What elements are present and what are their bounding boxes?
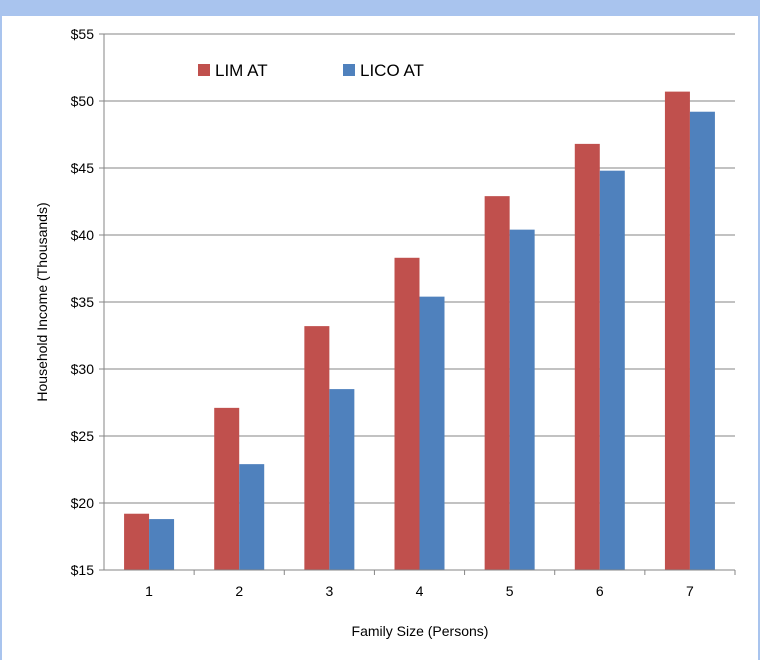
bar-lim-at-7 xyxy=(664,91,690,571)
legend: LIM AT LICO AT xyxy=(198,61,424,80)
y-tick-label: $20 xyxy=(71,495,95,511)
bar-lico-at-1 xyxy=(149,519,175,570)
x-tick-label: 3 xyxy=(325,583,333,599)
y-tick-label: $40 xyxy=(71,227,95,243)
x-tick-label: 1 xyxy=(145,583,153,599)
bar-lim-at-6 xyxy=(574,143,600,570)
y-axis-label: Household Income (Thousands) xyxy=(34,202,50,401)
axes xyxy=(99,33,736,575)
bar-lim-at-4 xyxy=(394,257,420,570)
bar-lico-at-6 xyxy=(599,170,625,570)
y-tick-label: $45 xyxy=(71,160,95,176)
x-tick-label: 6 xyxy=(596,583,604,599)
bar-lico-at-4 xyxy=(419,296,445,570)
legend-label-lim-at: LIM AT xyxy=(215,61,268,80)
bar-lico-at-5 xyxy=(509,229,535,570)
bar-lico-at-2 xyxy=(239,464,265,570)
bar-lico-at-3 xyxy=(329,389,355,570)
x-tick-label: 5 xyxy=(506,583,514,599)
y-tick-label: $15 xyxy=(71,562,95,578)
x-tick-label: 4 xyxy=(416,583,424,599)
y-tick-label: $30 xyxy=(71,361,95,377)
legend-label-lico-at: LICO AT xyxy=(360,61,424,80)
x-tick-label: 7 xyxy=(686,583,694,599)
x-axis-label: Family Size (Persons) xyxy=(352,623,489,639)
y-tick-label: $25 xyxy=(71,428,95,444)
bar-lim-at-1 xyxy=(124,513,150,570)
bars xyxy=(124,91,715,571)
gridlines xyxy=(104,33,735,504)
window-top-bar xyxy=(0,0,760,16)
x-tick-label: 2 xyxy=(235,583,243,599)
bar-lim-at-3 xyxy=(304,326,330,570)
tick-labels: $15 $20 $25 $30 $35 $40 $45 $50 $55 1 2 3 4 5 6 7 xyxy=(71,26,694,599)
bar-lim-at-2 xyxy=(214,407,240,570)
bar-lim-at-5 xyxy=(484,196,510,570)
y-tick-label: $50 xyxy=(71,93,95,109)
legend-swatch-lim-at xyxy=(198,64,210,76)
legend-swatch-lico-at xyxy=(343,64,355,76)
y-tick-label: $55 xyxy=(71,26,95,42)
y-tick-label: $35 xyxy=(71,294,95,310)
bar-lico-at-7 xyxy=(689,111,715,570)
